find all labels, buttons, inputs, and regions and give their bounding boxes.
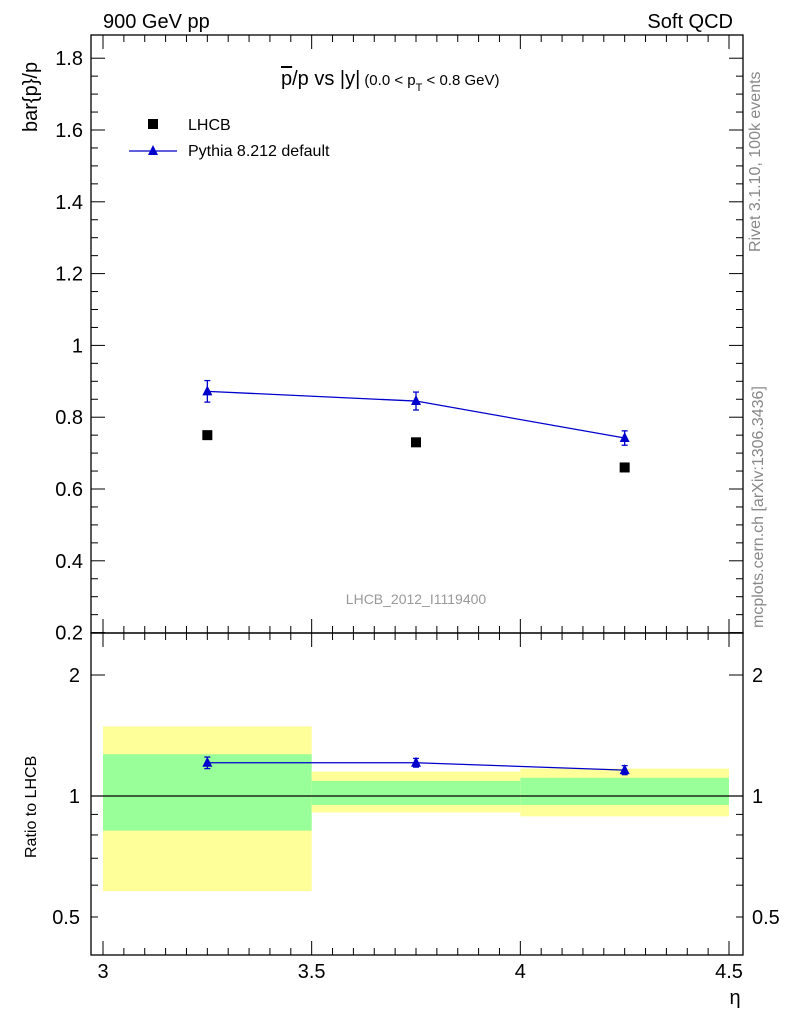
ratio-panel: 3 3.5 4 4.5 0.5 0.5 1 1 2 2 bbox=[52, 632, 780, 983]
lhcb-point bbox=[619, 462, 630, 473]
main-y-tick-label: 0.4 bbox=[55, 551, 83, 573]
main-y-tick-label: 0.6 bbox=[55, 479, 83, 501]
x-tick-label: 4 bbox=[515, 961, 526, 983]
ratio-ylabel: Ratio to LHCB bbox=[23, 756, 40, 858]
main-y-tick-label: 0.8 bbox=[55, 407, 83, 429]
ratio-y-tick-label-left: 0.5 bbox=[52, 907, 80, 929]
ratio-point bbox=[411, 756, 421, 767]
main-y-tick-label: 1.2 bbox=[55, 264, 83, 286]
ratio-y-tick-label-left: 2 bbox=[69, 665, 80, 687]
ratio-y-tick-label-right: 0.5 bbox=[752, 907, 780, 929]
x-axis-label: η bbox=[729, 987, 740, 1009]
ratio-y-tick-label-left: 1 bbox=[69, 786, 80, 808]
main-y-tick-label: 1.8 bbox=[55, 48, 83, 70]
main-y-tick-label: 0.2 bbox=[55, 623, 83, 645]
header-right: Soft QCD bbox=[647, 11, 733, 33]
x-tick-label: 3.5 bbox=[298, 961, 326, 983]
rivet-label: Rivet 3.1.10, 100k events bbox=[747, 71, 764, 252]
legend-pythia-label: Pythia 8.212 default bbox=[188, 143, 330, 160]
lhcb-point bbox=[202, 430, 213, 441]
pythia-point bbox=[411, 395, 421, 406]
pythia-point bbox=[202, 385, 213, 396]
main-ylabel: bar{p}/p bbox=[20, 62, 42, 132]
ratio-band-green bbox=[311, 780, 521, 805]
legend-lhcb-label: LHCB bbox=[188, 117, 231, 134]
main-y-tick-label: 1.6 bbox=[55, 120, 83, 142]
pythia-point bbox=[619, 432, 630, 443]
lhcb-point bbox=[411, 437, 421, 448]
ratio-bands bbox=[103, 726, 729, 892]
main-y-tick-label: 1 bbox=[72, 335, 83, 357]
x-tick-label: 4.5 bbox=[715, 961, 743, 983]
x-tick-label: 3 bbox=[97, 961, 108, 983]
mcplots-label: mcplots.cern.ch [arXiv:1306.3436] bbox=[750, 386, 767, 628]
main-y-tick-label: 1.4 bbox=[55, 192, 83, 214]
ratio-band-green bbox=[520, 777, 729, 805]
header-left: 900 GeV pp bbox=[103, 11, 210, 33]
main-panel: 0.2 0.4 0.6 0.8 1 1.2 1.4 1.6 1.8 bbox=[55, 34, 744, 645]
ratio-frame bbox=[90, 632, 744, 956]
ratio-point bbox=[202, 756, 213, 767]
analysis-id: LHCB_2012_I1119400 bbox=[346, 591, 487, 607]
ratio-point bbox=[619, 764, 630, 775]
legend: LHCB Pythia 8.212 default bbox=[129, 117, 330, 160]
ratio-y-tick-label-right: 1 bbox=[752, 786, 763, 808]
main-title: p/p vs |y| (0.0 < pT < 0.8 GeV) bbox=[281, 68, 499, 94]
ratio-y-tick-label-right: 2 bbox=[752, 665, 763, 687]
legend-lhcb-marker bbox=[148, 119, 158, 129]
legend-pythia-marker bbox=[148, 145, 158, 155]
